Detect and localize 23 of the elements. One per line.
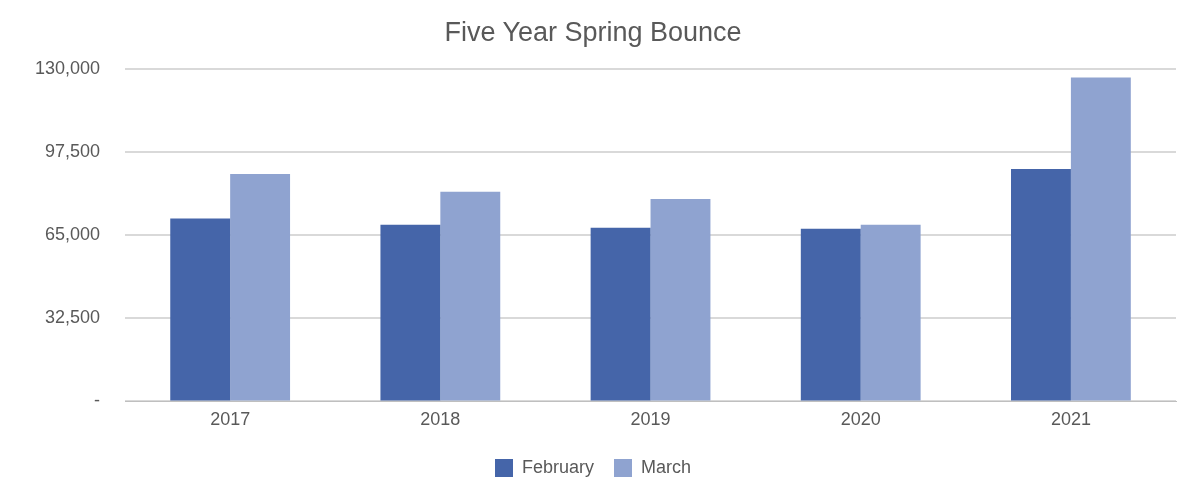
bar [380, 224, 441, 401]
bar [440, 191, 501, 401]
bar [650, 198, 711, 401]
legend-label: March [641, 456, 692, 477]
bar [860, 224, 921, 401]
chart-title: Five Year Spring Bounce [444, 16, 742, 47]
x-tick-label: 2019 [630, 409, 671, 430]
bar [800, 228, 861, 401]
bar [170, 218, 231, 401]
x-tick-label: 2021 [1050, 409, 1091, 430]
legend-label: February [521, 456, 595, 477]
y-tick-label: 65,000 [45, 224, 101, 245]
x-tick-label: 2020 [840, 409, 881, 430]
y-tick-label: 130,000 [34, 58, 101, 79]
bar [1011, 169, 1071, 401]
bar [230, 174, 291, 401]
bar [1070, 77, 1131, 401]
bar [590, 227, 651, 401]
x-tick-label: 2018 [420, 409, 461, 430]
x-tick-label: 2017 [210, 409, 251, 430]
y-tick-label: - [94, 390, 101, 411]
y-tick-label: 97,500 [45, 141, 101, 162]
y-tick-label: 32,500 [45, 307, 101, 328]
